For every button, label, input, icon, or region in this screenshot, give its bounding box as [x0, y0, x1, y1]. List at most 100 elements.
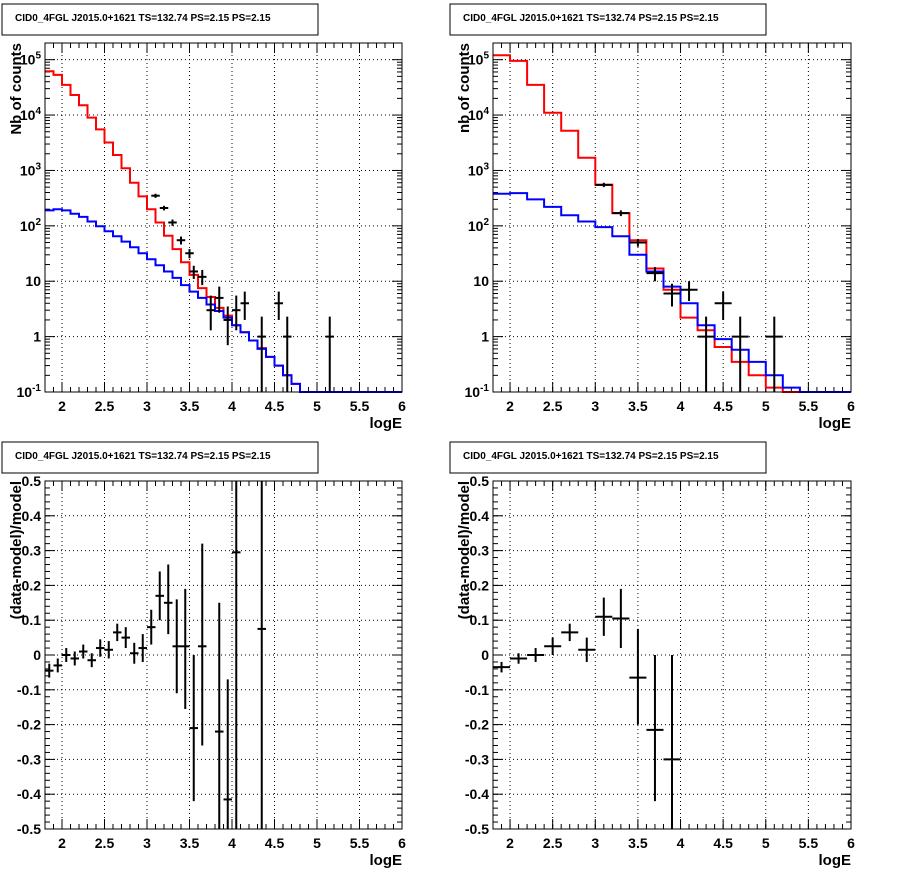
y-tick-label: -0.3: [465, 751, 489, 767]
data-point: [714, 291, 732, 320]
chart-title-box: [449, 3, 767, 36]
y-tick-label: 0.4: [22, 508, 42, 524]
x-tick-label: 3.5: [180, 398, 200, 414]
y-tick-label: 0.2: [22, 577, 42, 593]
x-tick-label: 4: [677, 398, 685, 414]
data-point: [176, 236, 186, 245]
y-tick-label: 10-1: [17, 383, 42, 400]
x-tick-label: 6: [398, 398, 406, 414]
chart-title-box: [1, 3, 319, 36]
chart-title: CID0_4FGL J2015.0+1621 TS=132.74 PS=2.15…: [463, 13, 719, 24]
y-tick-label: -0.5: [17, 821, 41, 837]
y-tick-label: 10: [25, 273, 41, 289]
data-point: [629, 628, 647, 725]
y-tick-label: -0.2: [17, 717, 41, 733]
x-tick-label: 5: [762, 835, 770, 851]
data-point: [510, 653, 528, 664]
x-tick-label: 2: [58, 835, 66, 851]
data-point: [527, 648, 545, 662]
y-tick-label: 103: [20, 161, 42, 178]
chart-title: CID0_4FGL J2015.0+1621 TS=132.74 PS=2.15…: [15, 13, 271, 24]
data-point: [155, 571, 164, 621]
data-point: [240, 291, 249, 320]
x-tick-label: 3.5: [628, 398, 648, 414]
chart-panel-1: CID0_4FGL J2015.0+1621 TS=132.74 PS=2.15…: [1, 3, 406, 432]
chart-panel-4: CID0_4FGL J2015.0+1621 TS=132.74 PS=2.15…: [449, 441, 855, 869]
y-tick-label: 0.1: [470, 612, 490, 628]
data-point: [223, 306, 232, 346]
data-point: [232, 481, 241, 829]
x-tick-label: 2.5: [543, 398, 563, 414]
data-point: [185, 249, 194, 259]
data-point: [223, 679, 232, 829]
x-tick-label: 2.5: [95, 835, 115, 851]
x-tick-label: 4.5: [265, 835, 285, 851]
y-tick-label: 0: [481, 647, 489, 663]
data-point: [274, 291, 283, 320]
chart-title: CID0_4FGL J2015.0+1621 TS=132.74 PS=2.15…: [15, 451, 271, 462]
y-tick-label: 0.4: [470, 508, 490, 524]
plot-frame: [492, 42, 852, 393]
y-tick-label: 10-1: [465, 383, 490, 400]
x-tick-label: 6: [847, 835, 855, 851]
y-tick-label: 0.5: [470, 473, 490, 489]
y-tick-label: 0.1: [22, 612, 42, 628]
data-point: [96, 639, 105, 657]
chart-title-box: [1, 441, 319, 474]
x-tick-label: 4.5: [265, 398, 285, 414]
y-tick-label: 0.3: [470, 543, 490, 559]
x-tick-label: 3: [591, 835, 599, 851]
x-tick-label: 2: [506, 398, 514, 414]
data-point: [172, 599, 181, 694]
series-line: [45, 70, 402, 393]
data-point: [113, 623, 122, 642]
data-point: [198, 543, 207, 746]
data-point: [663, 655, 681, 829]
x-tick-label: 5: [762, 398, 770, 414]
data-point: [147, 609, 156, 645]
data-point: [215, 286, 224, 313]
series-line: [45, 208, 402, 393]
data-point: [257, 316, 266, 392]
x-tick-label: 4: [228, 398, 236, 414]
y-tick-label: 10: [473, 273, 489, 289]
data-point: [62, 648, 71, 662]
data-point: [206, 295, 215, 331]
x-tick-label: 5.5: [799, 835, 819, 851]
y-tick-label: -0.3: [17, 751, 41, 767]
x-tick-label: 5: [313, 398, 321, 414]
y-tick-label: 0.2: [470, 577, 490, 593]
data-point: [612, 588, 630, 649]
y-axis-label: Nb of counts: [8, 43, 25, 135]
chart-panel-2: CID0_4FGL J2015.0+1621 TS=132.74 PS=2.15…: [449, 3, 855, 432]
y-tick-label: -0.4: [17, 786, 41, 802]
data-point: [325, 316, 334, 392]
data-point: [595, 182, 613, 188]
x-tick-label: 2.5: [95, 398, 115, 414]
x-axis-label: logE: [819, 852, 852, 869]
x-tick-label: 2: [58, 398, 66, 414]
data-point: [189, 265, 198, 279]
x-tick-label: 5.5: [799, 398, 819, 414]
data-point: [215, 602, 224, 829]
x-tick-label: 5.5: [350, 835, 370, 851]
y-tick-label: 105: [20, 51, 42, 68]
data-point: [663, 283, 681, 307]
chart-panel-3: CID0_4FGL J2015.0+1621 TS=132.74 PS=2.15…: [1, 441, 406, 869]
data-point: [53, 658, 62, 673]
data-point: [646, 267, 664, 282]
data-point: [198, 269, 207, 286]
data-point: [612, 210, 630, 217]
data-point: [121, 627, 130, 649]
y-tick-label: -0.5: [465, 821, 489, 837]
x-tick-label: 3: [591, 398, 599, 414]
data-point: [595, 597, 613, 636]
x-axis-label: logE: [370, 415, 403, 432]
plot-frame: [44, 42, 403, 393]
plot-frame: [44, 480, 403, 830]
x-tick-label: 4: [677, 835, 685, 851]
y-tick-label: -0.1: [465, 682, 489, 698]
data-point: [138, 634, 147, 662]
